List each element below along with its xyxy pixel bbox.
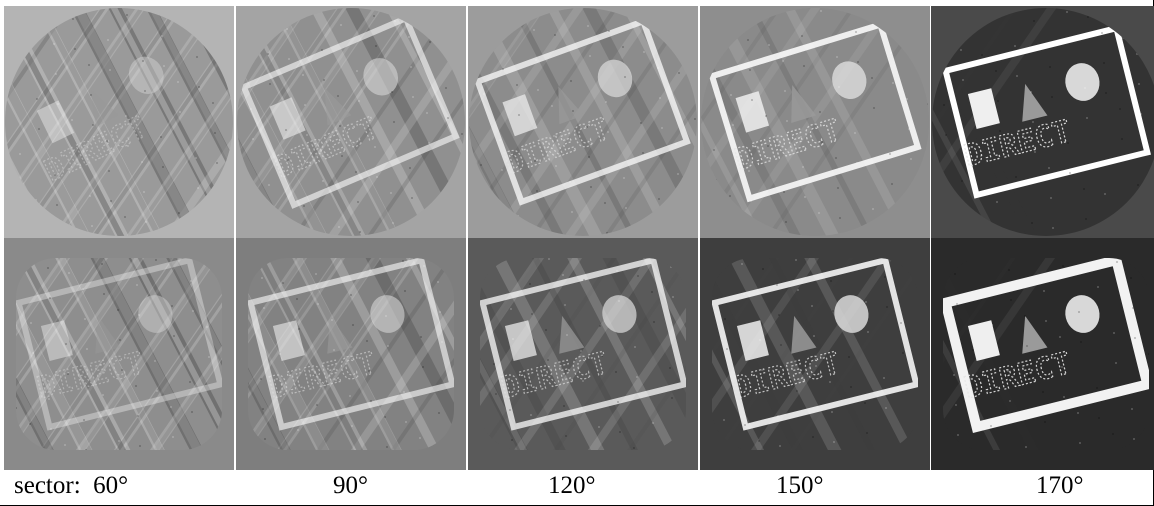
sector-label-150: 150°: [776, 472, 824, 499]
reconstruction-image: DIRECT: [700, 238, 930, 470]
reconstruction-tile: DIRECT: [468, 238, 698, 470]
reconstruction-tile: DIRECT: [700, 238, 930, 470]
reconstruction-tile: DIRECT: [931, 6, 1154, 238]
sector-label-60: sector: 60°: [14, 472, 129, 499]
reconstruction-tile: DIRECT: [700, 6, 930, 238]
reconstruction-image: DIRECT: [4, 238, 234, 470]
sector-label-120: 120°: [548, 472, 596, 499]
reconstruction-image: DIRECT: [700, 6, 930, 238]
reconstruction-tile: DIRECT: [236, 238, 466, 470]
reconstruction-image: DIRECT: [468, 6, 698, 238]
sector-label-90: 90°: [333, 472, 368, 499]
sector-labels: sector: 60° 90° 120° 150° 170°: [0, 470, 1154, 506]
reconstruction-image: DIRECT: [236, 238, 466, 470]
reconstruction-tile: DIRECT: [468, 6, 698, 238]
reconstruction-tile: DIRECT: [236, 6, 466, 238]
reconstruction-image: DIRECT: [468, 238, 698, 470]
reconstruction-image: DIRECT: [4, 6, 234, 238]
reconstruction-image: DIRECT: [236, 6, 466, 238]
reconstruction-image: DIRECT: [931, 6, 1154, 238]
reconstruction-grid: DIRECT DIRECT DIRECT DIRECT DIRECT DIRECT DIRE…: [4, 6, 1154, 470]
reconstruction-tile: DIRECT: [4, 238, 234, 470]
sector-label-170: 170°: [1036, 472, 1084, 499]
reconstruction-tile: DIRECT: [4, 6, 234, 238]
reconstruction-image: DIRECT: [931, 238, 1154, 470]
reconstruction-tile: DIRECT: [931, 238, 1154, 470]
